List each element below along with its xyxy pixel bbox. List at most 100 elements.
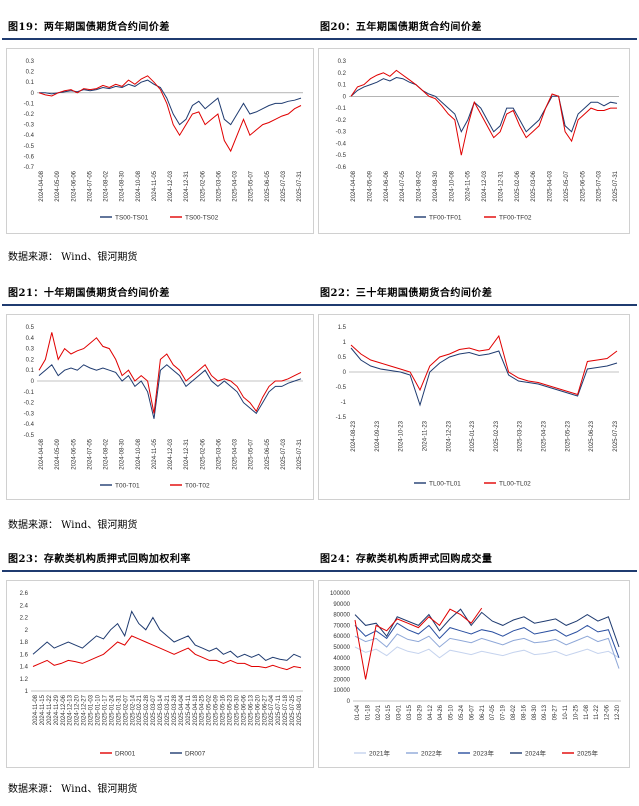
chart-panel-19: 0.3 0.2 0.1 0 -0.1 -0.2 -0.3 -0.4 -0.5 -0.6 -0.7 20… [6, 48, 314, 234]
y-tick-label: -0.4 [336, 141, 347, 147]
y-tick-label: -0.5 [24, 144, 35, 150]
x-tick-label: 2025-07-04 [269, 694, 275, 725]
x-tick-label: 2024-11-05 [152, 438, 158, 469]
y-tick-label: -0.3 [336, 130, 347, 136]
x-tick-label: 2025-03-23 [518, 420, 524, 451]
x-tick-label: 2024-12-03 [168, 170, 174, 201]
x-tick-label: 02-01 [376, 704, 382, 720]
x-tick-label: 09-13 [542, 704, 548, 720]
legend-label: 2022年 [421, 749, 442, 758]
x-tick-label: 2024-10-08 [136, 438, 142, 469]
x-tick-label: 2025-07-31 [613, 170, 619, 201]
y-tick-label: 1 [25, 689, 29, 695]
series-line-2021年 [354, 646, 620, 659]
y-tick-label: 2.6 [20, 591, 29, 597]
chart-panel-24: 100000 90000 80000 70000 60000 50000 40000 3000… [318, 580, 630, 768]
series-line-DR001 [32, 635, 302, 671]
y-tick-label: 50000 [333, 645, 350, 651]
x-tick-label: 07-19 [501, 704, 507, 720]
x-tick-label: 2025-03-21 [165, 694, 171, 725]
y-tick-label: -0.4 [24, 422, 35, 428]
figure-21-title: 图21：十年期国债期货合约间价差 [8, 288, 170, 299]
x-tick-label: 2025-02-23 [494, 420, 500, 451]
y-tick-label: -0.2 [336, 118, 347, 124]
y-tick-label: 60000 [333, 634, 350, 640]
legend-label: 2024年 [525, 749, 546, 758]
y-tick-label: 0.3 [338, 59, 347, 65]
x-tick-label: 01-04 [355, 704, 361, 720]
y-tick-label: -0.5 [336, 385, 347, 391]
y-tick-label: 1.6 [20, 652, 29, 658]
x-tick-label: 06-21 [480, 704, 486, 720]
x-tick-label: 2025-01-17 [102, 694, 108, 725]
series-line-TS00-TS01 [39, 79, 302, 126]
x-tick-label: 2025-04-04 [179, 694, 185, 725]
x-tick-label: 2025-03-14 [158, 694, 164, 725]
x-tick-label: 2025-07-31 [297, 170, 303, 201]
series-line-T00-T01 [38, 364, 302, 419]
source-note-3: 数据来源： Wind、银河期货 [8, 784, 138, 795]
x-tick-label: 2025-04-03 [233, 170, 239, 201]
y-tick-label: 70000 [333, 623, 350, 629]
x-tick-label: 2024-11-22 [47, 694, 53, 725]
x-tick-label: 2025-03-06 [216, 438, 222, 469]
x-tick-label: 2025-06-20 [255, 694, 261, 725]
y-tick-label: 0.4 [26, 336, 35, 342]
y-tick-label: 0.2 [338, 71, 347, 77]
y-tick-label: 0.2 [26, 357, 35, 363]
chart-panel-20: 0.3 0.2 0.1 0 -0.1 -0.2 -0.3 -0.4 -0.5 -0.6 2024-0… [318, 48, 630, 234]
x-tick-label: 2024-07-05 [87, 170, 93, 201]
y-tick-label: 0.1 [26, 368, 35, 374]
y-tick-label: 0.5 [338, 355, 347, 361]
y-tick-label: 1 [343, 340, 347, 346]
y-tick-label: -0.1 [24, 390, 35, 396]
x-tick-label: 2025-02-21 [137, 694, 143, 725]
x-tick-label: 2025-07-03 [281, 438, 287, 469]
legend-label: T00-T01 [115, 483, 140, 490]
x-tick-label: 2025-04-25 [200, 694, 206, 725]
x-tick-label: 2024-12-31 [184, 438, 190, 469]
y-tick-label: -0.6 [336, 165, 347, 171]
source-note-2: 数据来源： Wind、银河期货 [8, 520, 138, 531]
x-tick-label: 2024-11-15 [40, 694, 46, 725]
x-tick-label: 2024-12-03 [168, 438, 174, 469]
y-tick-label: 2.2 [20, 616, 29, 622]
x-tick-label: 2024-11-23 [422, 420, 428, 451]
x-tick-label: 2024-12-20 [75, 694, 81, 725]
x-tick-label: 2024-10-08 [136, 170, 142, 201]
x-tick-label: 2024-12-27 [82, 694, 88, 725]
series-line-2023年 [354, 622, 620, 658]
figure-22-title: 图22：三十年期国债期货合约间价差 [320, 288, 493, 299]
series-line-TF00-TF01 [350, 76, 618, 133]
x-tick-label: 2024-11-05 [152, 170, 158, 201]
title-rule [2, 304, 637, 306]
x-tick-label: 03-01 [397, 704, 403, 720]
y-tick-label: -1.5 [336, 415, 347, 421]
x-tick-label: 2025-06-13 [248, 694, 254, 725]
x-tick-label: 2025-05-07 [249, 438, 255, 469]
x-tick-label: 2025-03-28 [172, 694, 178, 725]
y-tick-label: 0 [31, 379, 35, 385]
x-tick-label: 2024-04-08 [351, 170, 357, 201]
chart-panel-22: 1.5 1 0.5 0 -0.5 -1 -1.5 2024-08-23 2024-09-23 20… [318, 314, 630, 500]
x-tick-label: 2025-05-16 [221, 694, 227, 725]
y-tick-label: 0.5 [26, 325, 35, 331]
x-tick-label: 2024-05-09 [55, 438, 61, 469]
x-tick-label: 2025-07-03 [281, 170, 287, 201]
x-tick-label: 12-06 [605, 704, 611, 720]
legend-label: TS00-TS02 [185, 215, 219, 222]
x-tick-label: 01-18 [365, 704, 371, 720]
x-tick-label: 2025-07-31 [297, 438, 303, 469]
x-tick-label: 2025-05-23 [228, 694, 234, 725]
legend-label: DR007 [185, 751, 206, 758]
y-tick-label: 1.8 [20, 640, 29, 646]
y-tick-label: -0.2 [24, 112, 35, 118]
y-tick-label: 20000 [333, 677, 350, 683]
x-tick-label: 07-05 [490, 704, 496, 720]
x-tick-label: 2025-06-05 [265, 170, 271, 201]
x-tick-label: 2025-01-03 [89, 694, 95, 725]
y-tick-label: -0.3 [24, 123, 35, 129]
figure-20-title: 图20：五年期国债期货合约间价差 [320, 22, 482, 33]
x-tick-label: 2025-04-18 [193, 694, 199, 725]
